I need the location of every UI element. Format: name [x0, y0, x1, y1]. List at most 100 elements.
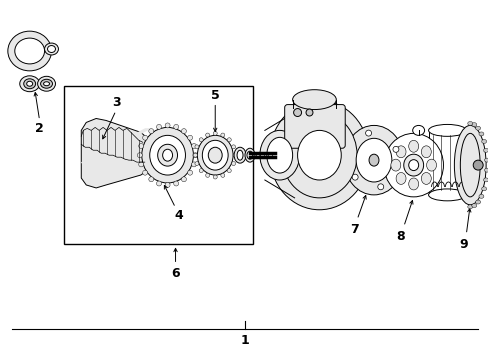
Ellipse shape: [139, 144, 144, 148]
Ellipse shape: [45, 43, 58, 55]
Ellipse shape: [156, 125, 162, 129]
Text: 1: 1: [241, 334, 249, 347]
Ellipse shape: [150, 135, 185, 175]
Ellipse shape: [26, 81, 33, 86]
FancyBboxPatch shape: [285, 105, 345, 148]
Ellipse shape: [460, 133, 480, 197]
Ellipse shape: [163, 149, 172, 161]
Ellipse shape: [149, 129, 154, 134]
Ellipse shape: [384, 133, 443, 197]
Ellipse shape: [396, 146, 406, 158]
Ellipse shape: [427, 159, 437, 171]
Ellipse shape: [429, 189, 466, 201]
Ellipse shape: [149, 177, 154, 182]
Text: 7: 7: [350, 223, 359, 236]
Ellipse shape: [199, 138, 203, 142]
Ellipse shape: [197, 135, 233, 175]
Ellipse shape: [142, 127, 194, 183]
Ellipse shape: [195, 145, 199, 149]
Circle shape: [306, 109, 313, 116]
Ellipse shape: [482, 187, 487, 191]
Ellipse shape: [421, 172, 431, 184]
Ellipse shape: [38, 76, 55, 91]
Ellipse shape: [260, 130, 299, 180]
Ellipse shape: [202, 140, 228, 170]
Ellipse shape: [247, 151, 253, 159]
Ellipse shape: [227, 168, 231, 172]
Text: 2: 2: [35, 122, 44, 135]
Ellipse shape: [479, 194, 484, 198]
Ellipse shape: [344, 125, 404, 195]
Ellipse shape: [156, 181, 162, 186]
Ellipse shape: [233, 153, 237, 157]
Circle shape: [366, 130, 371, 136]
Ellipse shape: [232, 162, 236, 166]
Ellipse shape: [48, 46, 55, 53]
Ellipse shape: [429, 125, 466, 136]
Ellipse shape: [221, 133, 225, 137]
Circle shape: [294, 109, 301, 117]
Ellipse shape: [188, 135, 193, 140]
Ellipse shape: [213, 175, 217, 179]
Text: 8: 8: [396, 230, 405, 243]
Ellipse shape: [188, 170, 193, 175]
Ellipse shape: [485, 158, 490, 162]
Ellipse shape: [409, 178, 418, 190]
Ellipse shape: [476, 200, 481, 204]
Ellipse shape: [195, 162, 199, 166]
Ellipse shape: [409, 140, 418, 152]
Ellipse shape: [479, 132, 484, 136]
Ellipse shape: [193, 153, 198, 158]
Ellipse shape: [199, 168, 203, 172]
Text: 3: 3: [112, 96, 121, 109]
Ellipse shape: [282, 113, 357, 198]
Ellipse shape: [213, 131, 217, 135]
Ellipse shape: [165, 123, 170, 128]
Ellipse shape: [208, 147, 222, 163]
Ellipse shape: [206, 174, 210, 177]
Ellipse shape: [165, 183, 170, 188]
Ellipse shape: [41, 79, 52, 88]
Ellipse shape: [454, 125, 486, 205]
Ellipse shape: [369, 154, 379, 166]
Ellipse shape: [139, 162, 144, 167]
Ellipse shape: [181, 177, 186, 182]
Ellipse shape: [485, 168, 490, 172]
Ellipse shape: [484, 178, 489, 182]
Ellipse shape: [472, 123, 477, 127]
Text: 9: 9: [459, 238, 467, 251]
Text: 6: 6: [171, 267, 180, 280]
Bar: [429, 130, 466, 195]
Ellipse shape: [245, 148, 255, 162]
Ellipse shape: [206, 133, 210, 137]
Ellipse shape: [404, 154, 424, 176]
Ellipse shape: [234, 147, 246, 163]
Ellipse shape: [181, 129, 186, 134]
Ellipse shape: [473, 160, 483, 170]
Ellipse shape: [15, 38, 45, 64]
Ellipse shape: [143, 170, 147, 175]
Ellipse shape: [484, 148, 489, 152]
Ellipse shape: [8, 31, 51, 71]
Ellipse shape: [232, 145, 236, 149]
Ellipse shape: [24, 79, 36, 89]
Ellipse shape: [20, 76, 40, 92]
Ellipse shape: [409, 159, 418, 171]
Ellipse shape: [158, 144, 177, 166]
Ellipse shape: [396, 172, 406, 184]
Circle shape: [378, 184, 384, 190]
Ellipse shape: [192, 144, 196, 148]
Ellipse shape: [468, 205, 473, 209]
Ellipse shape: [413, 125, 425, 135]
Ellipse shape: [267, 137, 293, 173]
Polygon shape: [81, 118, 161, 188]
Ellipse shape: [270, 100, 369, 210]
Text: 4: 4: [174, 209, 183, 222]
Ellipse shape: [221, 174, 225, 177]
Ellipse shape: [472, 204, 477, 208]
Ellipse shape: [468, 121, 473, 125]
Circle shape: [352, 174, 358, 180]
Ellipse shape: [137, 153, 142, 158]
Ellipse shape: [192, 162, 196, 167]
Ellipse shape: [293, 90, 336, 109]
